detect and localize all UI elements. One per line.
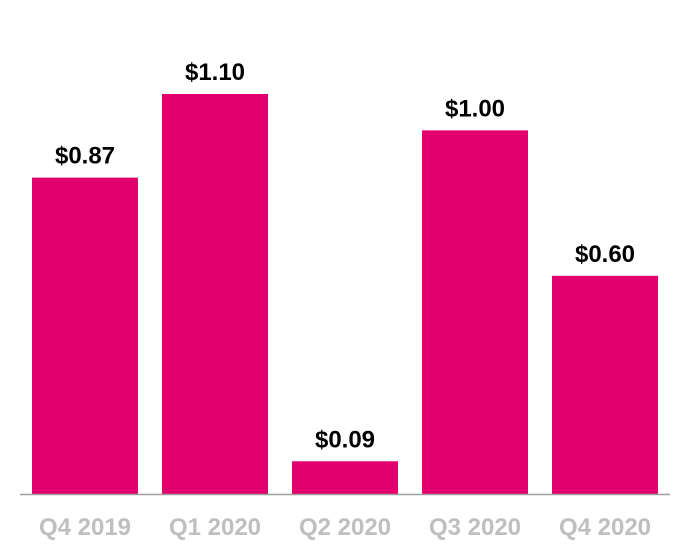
value-label: $1.10 (185, 59, 245, 86)
x-tick-label: Q4 2020 (559, 514, 651, 541)
value-labels-group: $0.87 $1.10 $0.09 $1.00 $0.60 (55, 59, 635, 453)
x-tick-label: Q2 2020 (299, 514, 391, 541)
value-label: $0.87 (55, 143, 115, 170)
bar-q1-2020 (162, 94, 268, 494)
bar-q4-2020 (552, 275, 658, 494)
value-label: $1.00 (445, 95, 505, 122)
bar-q3-2020 (422, 130, 528, 494)
bar-q2-2020 (292, 461, 398, 494)
x-tick-labels-group: Q4 2019 Q1 2020 Q2 2020 Q3 2020 Q4 2020 (39, 514, 651, 541)
x-tick-label: Q4 2019 (39, 514, 131, 541)
bars-group (32, 94, 658, 495)
x-tick-label: Q3 2020 (429, 514, 521, 541)
bar-q4-2019 (32, 177, 138, 495)
value-label: $0.09 (315, 426, 375, 453)
value-label: $0.60 (575, 241, 635, 268)
x-tick-label: Q1 2020 (169, 514, 261, 541)
